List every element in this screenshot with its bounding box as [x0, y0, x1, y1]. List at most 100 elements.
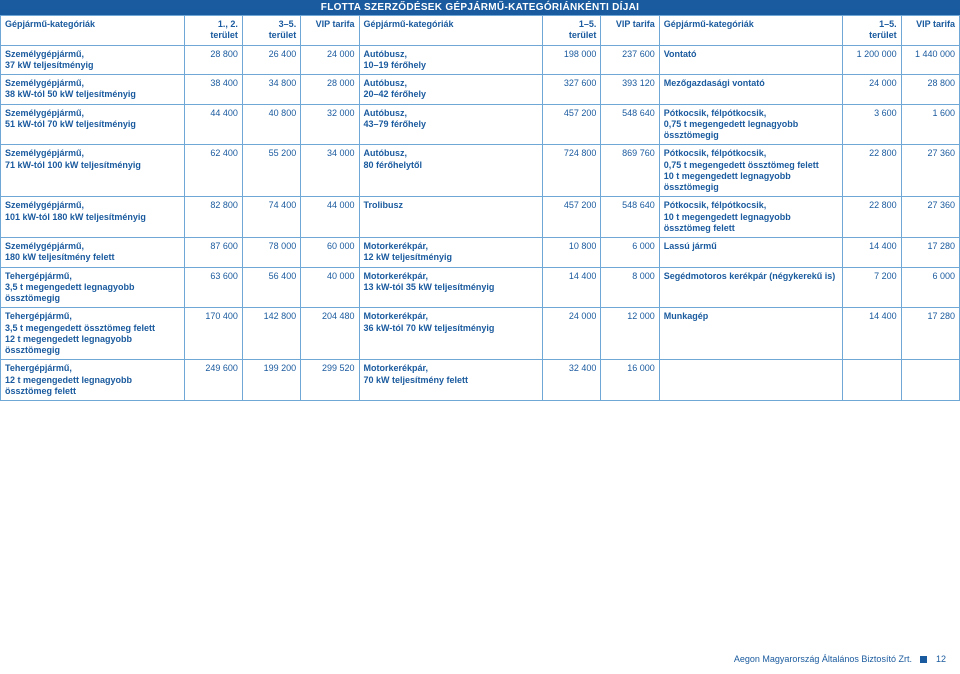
cell-cat-c	[659, 360, 843, 401]
col-cat-c: Gépjármű-kategóriák	[659, 16, 843, 46]
table-row: Személygépjármű, 38 kW-tól 50 kW teljesí…	[1, 75, 960, 105]
cell-a2: 55 200	[242, 145, 300, 197]
cell-b2: 393 120	[601, 75, 659, 105]
col-cat-a: Gépjármű-kategóriák	[1, 16, 185, 46]
cell-a1: 87 600	[184, 238, 242, 268]
cell-a3: 204 480	[301, 308, 359, 360]
cell-a1: 44 400	[184, 104, 242, 145]
cell-a2: 56 400	[242, 267, 300, 308]
col-a2: 3–5. terület	[242, 16, 300, 46]
cell-c1: 24 000	[843, 75, 901, 105]
cell-b1: 724 800	[543, 145, 601, 197]
cell-a1: 28 800	[184, 45, 242, 75]
cell-a2: 26 400	[242, 45, 300, 75]
cell-c2: 1 600	[901, 104, 959, 145]
cell-a3: 32 000	[301, 104, 359, 145]
cell-b2: 12 000	[601, 308, 659, 360]
cell-c2: 1 440 000	[901, 45, 959, 75]
tariff-table: Gépjármű-kategóriák 1., 2. terület 3–5. …	[0, 15, 960, 401]
cell-a2: 34 800	[242, 75, 300, 105]
table-row: Személygépjármű, 101 kW-tól 180 kW telje…	[1, 197, 960, 238]
footer-square-icon	[920, 656, 927, 663]
cell-a1: 62 400	[184, 145, 242, 197]
cell-cat-b: Motorkerékpár, 36 kW-tól 70 kW teljesítm…	[359, 308, 543, 360]
cell-c1: 14 400	[843, 308, 901, 360]
cell-a3: 34 000	[301, 145, 359, 197]
table-row: Személygépjármű, 37 kW teljesítményig28 …	[1, 45, 960, 75]
cell-a3: 28 000	[301, 75, 359, 105]
cell-a1: 82 800	[184, 197, 242, 238]
cell-c1: 14 400	[843, 238, 901, 268]
cell-cat-c: Pótkocsik, félpótkocsik, 0,75 t megenged…	[659, 145, 843, 197]
cell-b1: 32 400	[543, 360, 601, 401]
cell-b2: 8 000	[601, 267, 659, 308]
cell-c2: 17 280	[901, 308, 959, 360]
cell-b1: 457 200	[543, 104, 601, 145]
cell-a3: 60 000	[301, 238, 359, 268]
cell-b2: 16 000	[601, 360, 659, 401]
cell-a3: 44 000	[301, 197, 359, 238]
cell-c2: 27 360	[901, 197, 959, 238]
col-b1: 1–5. terület	[543, 16, 601, 46]
col-c1: 1–5. terület	[843, 16, 901, 46]
cell-cat-c: Munkagép	[659, 308, 843, 360]
container: FLOTTA SZERZŐDÉSEK GÉPJÁRMŰ-KATEGÓRIÁNKÉ…	[0, 0, 960, 401]
cell-b1: 327 600	[543, 75, 601, 105]
col-cat-b: Gépjármű-kategóriák	[359, 16, 543, 46]
col-b2: VIP tarifa	[601, 16, 659, 46]
cell-b1: 24 000	[543, 308, 601, 360]
cell-cat-b: Autóbusz, 80 férőhelytől	[359, 145, 543, 197]
cell-a2: 199 200	[242, 360, 300, 401]
cell-a2: 142 800	[242, 308, 300, 360]
cell-a2: 74 400	[242, 197, 300, 238]
cell-cat-a: Tehergépjármű, 12 t megengedett legnagyo…	[1, 360, 185, 401]
cell-cat-a: Személygépjármű, 101 kW-tól 180 kW telje…	[1, 197, 185, 238]
cell-cat-b: Motorkerékpár, 13 kW-tól 35 kW teljesítm…	[359, 267, 543, 308]
cell-a1: 249 600	[184, 360, 242, 401]
cell-a3: 40 000	[301, 267, 359, 308]
cell-b2: 6 000	[601, 238, 659, 268]
col-a3: VIP tarifa	[301, 16, 359, 46]
header-row: Gépjármű-kategóriák 1., 2. terület 3–5. …	[1, 16, 960, 46]
cell-cat-c: Mezőgazdasági vontató	[659, 75, 843, 105]
table-row: Személygépjármű, 51 kW-tól 70 kW teljesí…	[1, 104, 960, 145]
footer-page: 12	[936, 654, 946, 664]
cell-b1: 10 800	[543, 238, 601, 268]
cell-cat-c: Lassú jármű	[659, 238, 843, 268]
cell-cat-a: Tehergépjármű, 3,5 t megengedett legnagy…	[1, 267, 185, 308]
cell-c1	[843, 360, 901, 401]
cell-b2: 869 760	[601, 145, 659, 197]
col-a1: 1., 2. terület	[184, 16, 242, 46]
cell-a3: 299 520	[301, 360, 359, 401]
cell-a1: 170 400	[184, 308, 242, 360]
cell-cat-b: Autóbusz, 43–79 férőhely	[359, 104, 543, 145]
cell-c1: 1 200 000	[843, 45, 901, 75]
cell-cat-c: Pótkocsik, félpótkocsik, 0,75 t megenged…	[659, 104, 843, 145]
cell-cat-b: Autóbusz, 10–19 férőhely	[359, 45, 543, 75]
cell-cat-b: Motorkerékpár, 70 kW teljesítmény felett	[359, 360, 543, 401]
cell-b2: 237 600	[601, 45, 659, 75]
cell-cat-c: Pótkocsik, félpótkocsik, 10 t megengedet…	[659, 197, 843, 238]
table-row: Személygépjármű, 71 kW-tól 100 kW teljes…	[1, 145, 960, 197]
cell-a2: 78 000	[242, 238, 300, 268]
cell-cat-b: Trolibusz	[359, 197, 543, 238]
cell-c2: 28 800	[901, 75, 959, 105]
cell-a3: 24 000	[301, 45, 359, 75]
table-row: Személygépjármű, 180 kW teljesítmény fel…	[1, 238, 960, 268]
cell-a2: 40 800	[242, 104, 300, 145]
cell-c1: 22 800	[843, 145, 901, 197]
cell-cat-a: Személygépjármű, 37 kW teljesítményig	[1, 45, 185, 75]
cell-b1: 457 200	[543, 197, 601, 238]
cell-cat-a: Tehergépjármű, 3,5 t megengedett össztöm…	[1, 308, 185, 360]
cell-cat-a: Személygépjármű, 38 kW-tól 50 kW teljesí…	[1, 75, 185, 105]
cell-a1: 38 400	[184, 75, 242, 105]
col-c2: VIP tarifa	[901, 16, 959, 46]
table-title: FLOTTA SZERZŐDÉSEK GÉPJÁRMŰ-KATEGÓRIÁNKÉ…	[0, 0, 960, 15]
cell-c2: 6 000	[901, 267, 959, 308]
table-row: Tehergépjármű, 3,5 t megengedett össztöm…	[1, 308, 960, 360]
cell-c1: 3 600	[843, 104, 901, 145]
table-row: Tehergépjármű, 12 t megengedett legnagyo…	[1, 360, 960, 401]
cell-cat-a: Személygépjármű, 180 kW teljesítmény fel…	[1, 238, 185, 268]
cell-cat-c: Vontató	[659, 45, 843, 75]
footer: Aegon Magyarország Általános Biztosító Z…	[734, 654, 946, 664]
